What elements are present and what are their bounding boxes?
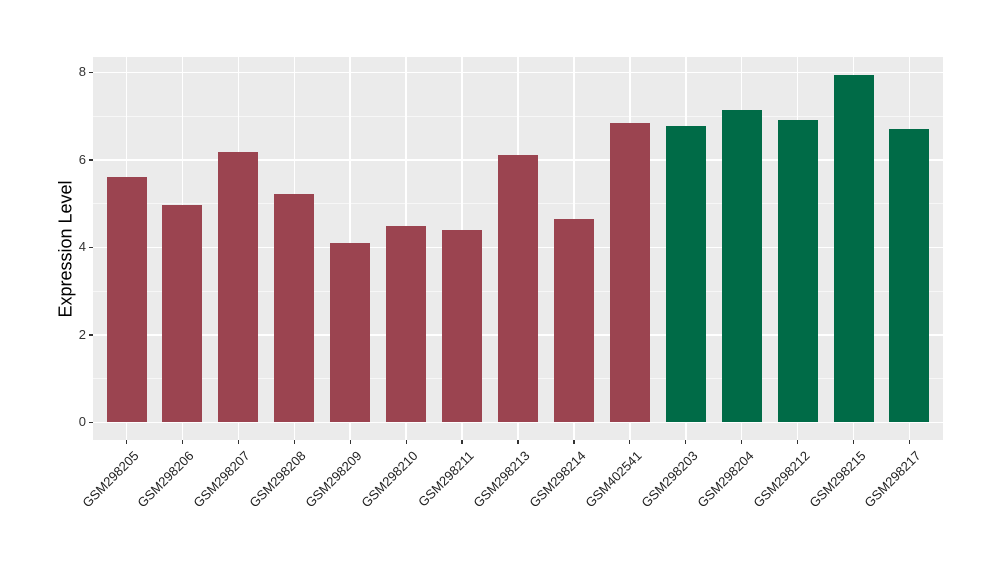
x-tick-mark [237, 440, 240, 444]
bar-GSM298207 [218, 151, 259, 423]
y-tick-label: 6 [78, 151, 86, 167]
x-tick-mark [349, 440, 351, 444]
bar-GSM402541 [609, 122, 650, 423]
x-tick-mark [629, 440, 631, 444]
x-tick-mark [293, 440, 295, 444]
x-tick-mark [852, 440, 855, 444]
x-tick-mark [461, 440, 463, 444]
x-tick-mark [685, 440, 687, 444]
bar-GSM298214 [553, 219, 594, 423]
bar-GSM298206 [162, 204, 203, 423]
bar-GSM298210 [386, 226, 427, 423]
y-tick-mark [89, 421, 93, 424]
y-tick-mark [89, 334, 93, 336]
bar-GSM298215 [833, 74, 874, 423]
x-tick-label: GSM298217 [753, 447, 924, 510]
x-tick-label-text: GSM298217 [861, 448, 925, 511]
bar-GSM298217 [889, 129, 930, 423]
bar-GSM298203 [665, 125, 706, 423]
y-tick-mark [89, 71, 93, 73]
x-tick-mark [181, 440, 184, 444]
y-tick-mark [89, 159, 93, 161]
y-tick-label: 8 [78, 64, 86, 80]
y-tick-mark [89, 246, 93, 249]
x-tick-mark [908, 440, 911, 444]
x-tick-mark [573, 440, 575, 444]
x-tick-mark [405, 440, 407, 444]
bar-GSM298208 [274, 194, 315, 423]
bar-GSM298204 [721, 109, 762, 423]
x-tick-mark [741, 440, 743, 444]
x-tick-mark [796, 440, 799, 444]
bar-GSM298209 [330, 243, 371, 423]
y-tick-label: 0 [78, 414, 86, 430]
bar-GSM298213 [498, 155, 538, 423]
x-tick-mark [517, 440, 519, 444]
x-tick-mark [125, 440, 128, 444]
y-tick-label: 2 [78, 326, 86, 342]
bar-GSM298211 [442, 230, 483, 423]
bar-GSM298205 [106, 177, 147, 423]
plot-panel [93, 57, 943, 440]
y-tick-label: 4 [78, 239, 86, 255]
bar-GSM298212 [777, 119, 818, 423]
